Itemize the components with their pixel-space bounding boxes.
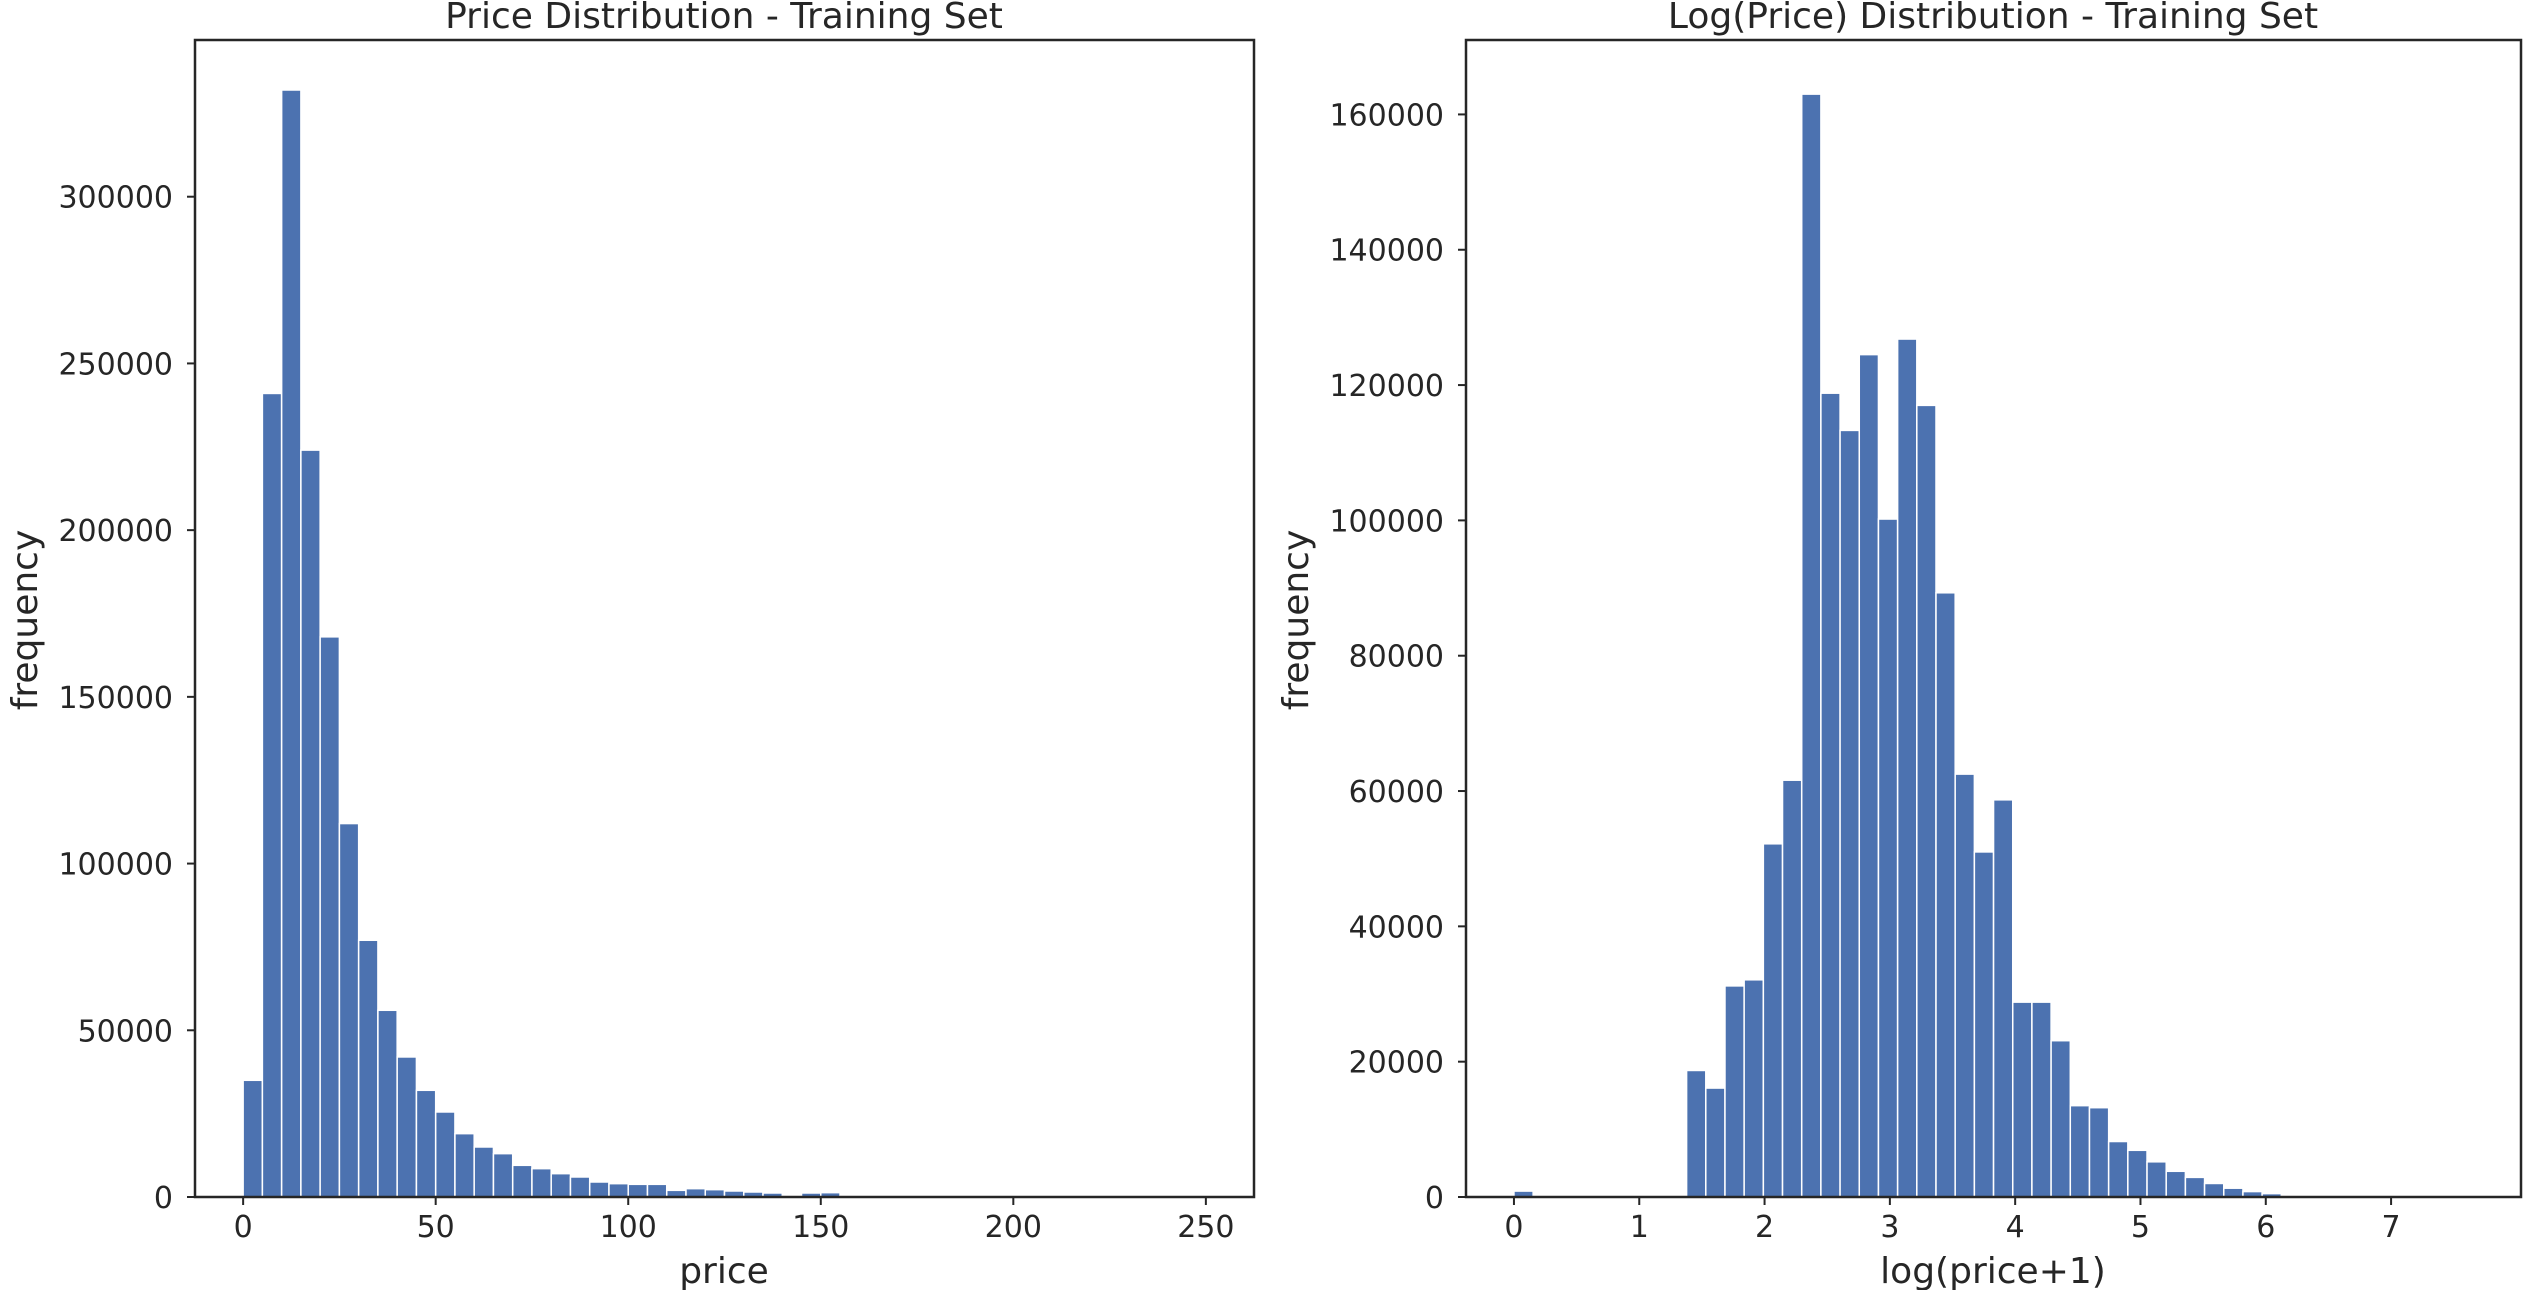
x-tick-label: 0 [234,1210,253,1245]
x-tick-label: 5 [2131,1210,2150,1245]
histogram-bar [1877,518,1899,1198]
histogram-bar [280,89,302,1198]
histogram-bar [2088,1106,2110,1198]
histogram-bar [357,939,379,1198]
y-tick-label: 50000 [78,1014,173,1049]
histogram-bar [2184,1176,2206,1198]
y-tick-label: 250000 [58,347,173,382]
histogram-bar [550,1172,572,1198]
x-tick-label: 6 [2256,1210,2275,1245]
y-tick-label: 80000 [1349,640,1444,675]
histogram-bar [1705,1087,1726,1198]
histogram-bar [492,1152,514,1198]
histogram-bar [2203,1182,2225,1198]
y-tick-label: 60000 [1349,775,1444,810]
histogram-bar [1992,799,2014,1198]
histogram-bars [242,89,1207,1198]
histogram-bar [300,449,321,1198]
histogram-bar [1685,1069,1707,1198]
histogram-bar [588,1181,610,1198]
y-tick-label: 0 [1425,1181,1444,1216]
y-tick-label: 120000 [1329,369,1444,404]
x-tick-label: 1 [1630,1210,1649,1245]
x-tick-label: 250 [1177,1210,1234,1245]
histogram-bar [2011,1001,2033,1198]
x-axis-label: price [679,1251,769,1290]
y-axis-ticks: 0 20000 40000 60000 80000 100000 120000 140000 1… [1329,98,1466,1216]
histogram-bar [1954,773,1976,1198]
y-tick-label: 140000 [1329,234,1444,269]
y-tick-label: 100000 [58,848,173,883]
chart-title: Log(Price) Distribution - Training Set [1668,0,2318,37]
histogram-bar [261,392,283,1198]
histogram-bar [242,1079,264,1198]
histogram-bar [2069,1104,2091,1198]
y-tick-label: 300000 [58,181,173,216]
histogram-bar [608,1182,629,1198]
histogram-bar [1800,93,1822,1198]
histogram-bar [2050,1039,2072,1198]
x-tick-label: 200 [985,1210,1042,1245]
histogram-bar [377,1009,398,1198]
histogram-bar [2031,1001,2052,1198]
x-tick-label: 0 [1504,1210,1523,1245]
histogram-bar [569,1176,591,1198]
histogram-bar [1916,404,1937,1198]
x-axis-label: log(price+1) [1880,1251,2106,1290]
histogram-bar [2146,1161,2167,1198]
histogram-bar [1820,392,1841,1198]
histogram-bar [646,1183,668,1198]
histogram-bar [2223,1187,2244,1198]
histogram-bar [1743,979,1765,1198]
log-price-histogram: Log(Price) Distribution - Training Set 0… [1276,0,2523,1290]
histogram-bar [415,1089,437,1198]
histogram-bar [1935,592,1956,1198]
histogram-bar [319,636,341,1198]
histogram-bars [1513,93,2474,1198]
histogram-bar [511,1164,533,1198]
x-axis-ticks: 0 50 100 150 200 250 [234,1197,1234,1245]
y-tick-label: 100000 [1329,504,1444,539]
x-tick-label: 7 [2382,1210,2401,1245]
y-tick-label: 200000 [58,514,173,549]
histogram-bar [1762,843,1784,1198]
plot-frame [193,38,1256,1199]
x-tick-label: 100 [600,1210,657,1245]
histogram-bar [685,1187,706,1198]
price-histogram: Price Distribution - Training Set 0 50 100… [5,0,1256,1290]
plot-frame [1464,38,2523,1199]
x-tick-label: 150 [792,1210,849,1245]
histogram-bar [1896,338,1918,1198]
y-axis-label: frequency [1276,530,1317,711]
histogram-bar [2107,1140,2129,1198]
histogram-bar [396,1056,418,1198]
y-axis-label: frequency [5,530,46,711]
histogram-bar [2127,1149,2148,1198]
histogram-bar [1839,429,1861,1198]
histogram-bar [1973,851,1995,1198]
histogram-bar [1781,779,1803,1198]
y-tick-label: 150000 [58,681,173,716]
x-tick-label: 2 [1755,1210,1774,1245]
x-axis-ticks: 0 1 2 3 4 5 6 7 [1504,1197,2401,1245]
x-tick-label: 50 [417,1210,455,1245]
histogram-bar [434,1111,456,1198]
y-tick-label: 20000 [1349,1046,1444,1081]
y-tick-label: 160000 [1329,98,1444,133]
histogram-bar [531,1167,552,1198]
chart-title: Price Distribution - Training Set [445,0,1003,37]
y-tick-label: 0 [154,1181,173,1216]
histogram-bar [454,1132,475,1198]
histogram-bar [473,1146,495,1198]
histogram-bar [1724,985,1745,1198]
histogram-bar [338,822,360,1198]
histogram-bar [1858,353,1880,1198]
x-tick-label: 3 [1880,1210,1899,1245]
y-tick-label: 40000 [1349,910,1444,945]
histogram-bar [2165,1170,2187,1198]
histogram-bar [627,1183,649,1198]
x-tick-label: 4 [2006,1210,2025,1245]
y-axis-ticks: 0 50000 100000 150000 200000 250000 300000 [58,181,195,1216]
